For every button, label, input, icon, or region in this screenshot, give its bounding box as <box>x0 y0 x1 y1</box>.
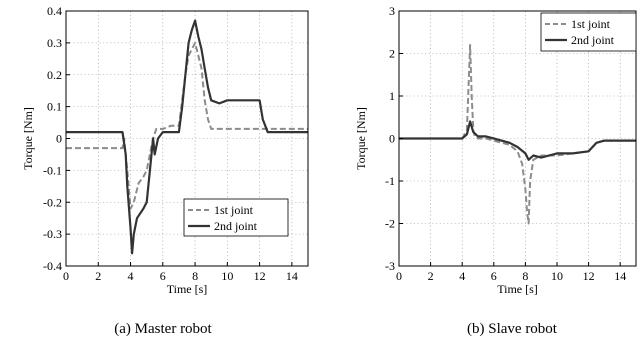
slave-ytick-label-5: 2 <box>389 47 395 61</box>
master-ytick-label-1: -0.3 <box>43 227 62 241</box>
slave-xtick-label-2: 4 <box>459 269 465 283</box>
master-ytick-label-7: 0.3 <box>47 36 62 50</box>
slave-series-2 <box>399 120 636 161</box>
caption-master-robot: (a) Master robot <box>114 321 212 337</box>
slave-ytick-label-3: 0 <box>389 132 395 146</box>
master-xtick-label-5: 10 <box>221 269 233 283</box>
slave-x-axis-label: Time [s] <box>497 282 538 296</box>
chart-master-robot: 0 2 4 6 8 10 12 14 -0.4 -0.3 -0.2 -0.1 0 0.1 0.2 0.3 0.4… <box>21 4 309 296</box>
master-ytick-label-2: -0.2 <box>43 195 62 209</box>
master-xtick-label-2: 4 <box>128 269 134 283</box>
master-ytick-label-5: 0.1 <box>47 100 62 114</box>
master-xtick-label-1: 2 <box>95 269 101 283</box>
slave-xtick-label-5: 10 <box>551 269 563 283</box>
slave-xtick-label-4: 8 <box>522 269 528 283</box>
slave-xtick-label-1: 2 <box>428 269 434 283</box>
master-ytick-label-8: 0.4 <box>47 4 62 18</box>
master-legend: 1st joint 2nd joint <box>183 198 289 237</box>
master-ytick-label-0: -0.4 <box>43 259 62 273</box>
slave-ytick-label-1: -2 <box>385 217 395 231</box>
master-y-axis-label: Torque [Nm] <box>21 107 35 170</box>
slave-ytick-label-0: -3 <box>385 259 395 273</box>
slave-legend: 1st joint 2nd joint <box>540 12 637 52</box>
master-legend-box <box>183 198 289 237</box>
slave-xtick-label-3: 6 <box>491 269 497 283</box>
master-legend-label-1: 1st joint <box>214 203 254 217</box>
slave-legend-label-1: 1st joint <box>571 17 611 31</box>
slave-series-1 <box>399 44 636 225</box>
caption-slave-robot: (b) Slave robot <box>467 321 558 337</box>
master-xtick-label-7: 14 <box>286 269 298 283</box>
slave-xtick-label-0: 0 <box>396 269 402 283</box>
master-x-axis-label: Time [s] <box>167 282 208 296</box>
slave-xtick-label-6: 12 <box>583 269 595 283</box>
slave-legend-box <box>540 12 637 52</box>
master-legend-label-2: 2nd joint <box>214 219 258 233</box>
master-xtick-label-6: 12 <box>254 269 266 283</box>
master-series-1 <box>66 41 308 210</box>
slave-ytick-label-4: 1 <box>389 89 395 103</box>
slave-ytick-label-2: -1 <box>385 174 395 188</box>
master-xtick-label-4: 8 <box>192 269 198 283</box>
master-ytick-label-4: 0 <box>56 132 62 146</box>
master-ytick-label-6: 0.2 <box>47 68 62 82</box>
slave-legend-label-2: 2nd joint <box>571 33 615 47</box>
slave-y-axis-label: Torque [Nm] <box>354 107 368 170</box>
slave-xtick-label-7: 14 <box>614 269 626 283</box>
master-xtick-label-3: 6 <box>160 269 166 283</box>
slave-ytick-label-6: 3 <box>389 4 395 18</box>
master-xtick-label-0: 0 <box>63 269 69 283</box>
master-ytick-label-3: -0.1 <box>43 163 62 177</box>
master-series-2 <box>66 19 308 255</box>
